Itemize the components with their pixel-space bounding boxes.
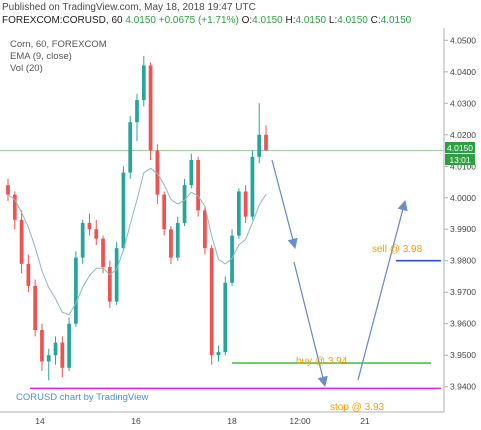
price-change: +0.0675 (+1.71%) bbox=[158, 15, 239, 26]
candle-body bbox=[196, 159, 200, 211]
candle-body bbox=[216, 352, 221, 356]
arrow-down-2[interactable] bbox=[293, 261, 328, 388]
price-tick-label: 3.9500 bbox=[450, 350, 476, 360]
time-axis-ticks: 14 16 18 12:00 21 bbox=[35, 416, 370, 426]
candle-body bbox=[101, 238, 105, 268]
countdown-tag-text: 13:01 bbox=[449, 155, 471, 165]
price-tick-label: 3.9700 bbox=[450, 287, 476, 297]
ema-line bbox=[7, 167, 267, 316]
close-label: C: bbox=[370, 15, 381, 26]
candle-body bbox=[169, 229, 173, 258]
price-tick-label: 4.0300 bbox=[450, 98, 476, 108]
candle-body bbox=[46, 355, 51, 362]
high-label: H: bbox=[285, 15, 296, 26]
candle-body bbox=[128, 122, 133, 173]
candle-body bbox=[135, 100, 139, 123]
price-tick-label: 3.9400 bbox=[450, 382, 476, 392]
last-price-tag bbox=[445, 142, 475, 153]
candle-body bbox=[19, 219, 24, 264]
price-tick-label: 4.0100 bbox=[450, 161, 476, 171]
open-label: O: bbox=[241, 15, 253, 26]
candle-body bbox=[257, 134, 262, 157]
candle-body bbox=[26, 263, 31, 286]
buy-label[interactable]: buy @ 3.94 bbox=[296, 356, 348, 367]
candle-body bbox=[236, 191, 241, 236]
published-caption: Published on TradingView.com, May 18, 20… bbox=[2, 2, 256, 13]
candle-body bbox=[12, 194, 17, 220]
legend-volume[interactable]: Vol (20) bbox=[10, 63, 43, 74]
low-label: L: bbox=[328, 15, 338, 26]
time-tick-18: 18 bbox=[227, 416, 237, 426]
arrow-down-1[interactable] bbox=[271, 159, 298, 250]
candle-body bbox=[243, 191, 248, 217]
candle-body bbox=[230, 235, 234, 283]
time-tick-14: 14 bbox=[35, 416, 45, 426]
stop-label[interactable]: stop @ 3.93 bbox=[330, 402, 385, 413]
price-tick-label: 3.9600 bbox=[450, 319, 476, 329]
sell-label[interactable]: sell @ 3.98 bbox=[372, 244, 423, 255]
legend-ema[interactable]: EMA (9, close) bbox=[10, 51, 72, 62]
trade-annotations: sell @ 3.98 buy @ 3.94 stop @ 3.93 bbox=[296, 244, 423, 413]
arrow-up[interactable] bbox=[357, 199, 408, 381]
price-tick-label: 3.9900 bbox=[450, 224, 476, 234]
price-tick-label: 3.9800 bbox=[450, 256, 476, 266]
last-price-marker: 4.0150 13:01 bbox=[445, 142, 475, 165]
candle-body bbox=[60, 342, 65, 368]
candle-body bbox=[74, 257, 78, 324]
candle-body bbox=[209, 248, 214, 356]
tradingview-watermark[interactable]: CORUSD chart by TradingView bbox=[16, 392, 149, 403]
candle-body bbox=[175, 222, 180, 258]
candle-body bbox=[87, 222, 92, 230]
candle-body bbox=[114, 248, 119, 302]
candle-body bbox=[182, 185, 187, 223]
candle-body bbox=[80, 222, 85, 258]
candle-body bbox=[141, 65, 146, 101]
indicator-legend: Corn, 60, FOREXCOM EMA (9, close) Vol (2… bbox=[10, 39, 107, 75]
candle-body bbox=[107, 267, 112, 302]
candle-body bbox=[6, 185, 10, 195]
low-value: 4.0150 bbox=[337, 15, 368, 26]
time-tick-1200: 12:00 bbox=[289, 416, 311, 426]
forecast-arrows[interactable] bbox=[271, 159, 408, 388]
open-value: 4.0150 bbox=[252, 15, 283, 26]
candle-body bbox=[264, 134, 268, 151]
close-value: 4.0150 bbox=[380, 15, 412, 26]
time-tick-21: 21 bbox=[360, 416, 370, 426]
symbol-label: FOREXCOM:CORUSD, 60 bbox=[2, 15, 123, 26]
last-price: 4.0150 bbox=[125, 15, 156, 26]
candle-body bbox=[53, 342, 58, 356]
candle-body bbox=[67, 323, 71, 368]
candle-body bbox=[121, 172, 126, 249]
last-price-tag-text: 4.0150 bbox=[447, 143, 473, 153]
candle-body bbox=[203, 210, 207, 249]
legend-series[interactable]: Corn, 60, FOREXCOM bbox=[10, 39, 107, 50]
candles bbox=[6, 56, 268, 381]
level-lines bbox=[0, 150, 444, 389]
candle-body bbox=[40, 330, 44, 362]
axes bbox=[0, 28, 445, 413]
price-tick-label: 4.0500 bbox=[450, 35, 476, 45]
time-tick-16: 16 bbox=[131, 416, 141, 426]
price-tick-label: 4.0200 bbox=[450, 130, 476, 140]
price-axis-ticks: 4.0500 4.0400 4.0300 4.0200 4.0100 4.0000 3.99… bbox=[444, 35, 476, 392]
candle-body bbox=[250, 156, 255, 217]
candle-body bbox=[189, 159, 194, 186]
countdown-tag bbox=[445, 154, 475, 165]
candle-body bbox=[223, 282, 228, 353]
candle-body bbox=[148, 65, 153, 151]
high-value: 4.0150 bbox=[295, 15, 327, 26]
symbol-ohlc-line: FOREXCOM:CORUSD, 60 4.0150 +0.0675 (+1.7… bbox=[2, 15, 411, 26]
price-tick-label: 4.0400 bbox=[450, 67, 476, 77]
candle-body bbox=[155, 150, 160, 195]
price-tick-label: 4.0000 bbox=[450, 193, 476, 203]
candle-body bbox=[94, 229, 99, 239]
candle-body bbox=[33, 285, 38, 331]
candle-body bbox=[162, 194, 167, 230]
